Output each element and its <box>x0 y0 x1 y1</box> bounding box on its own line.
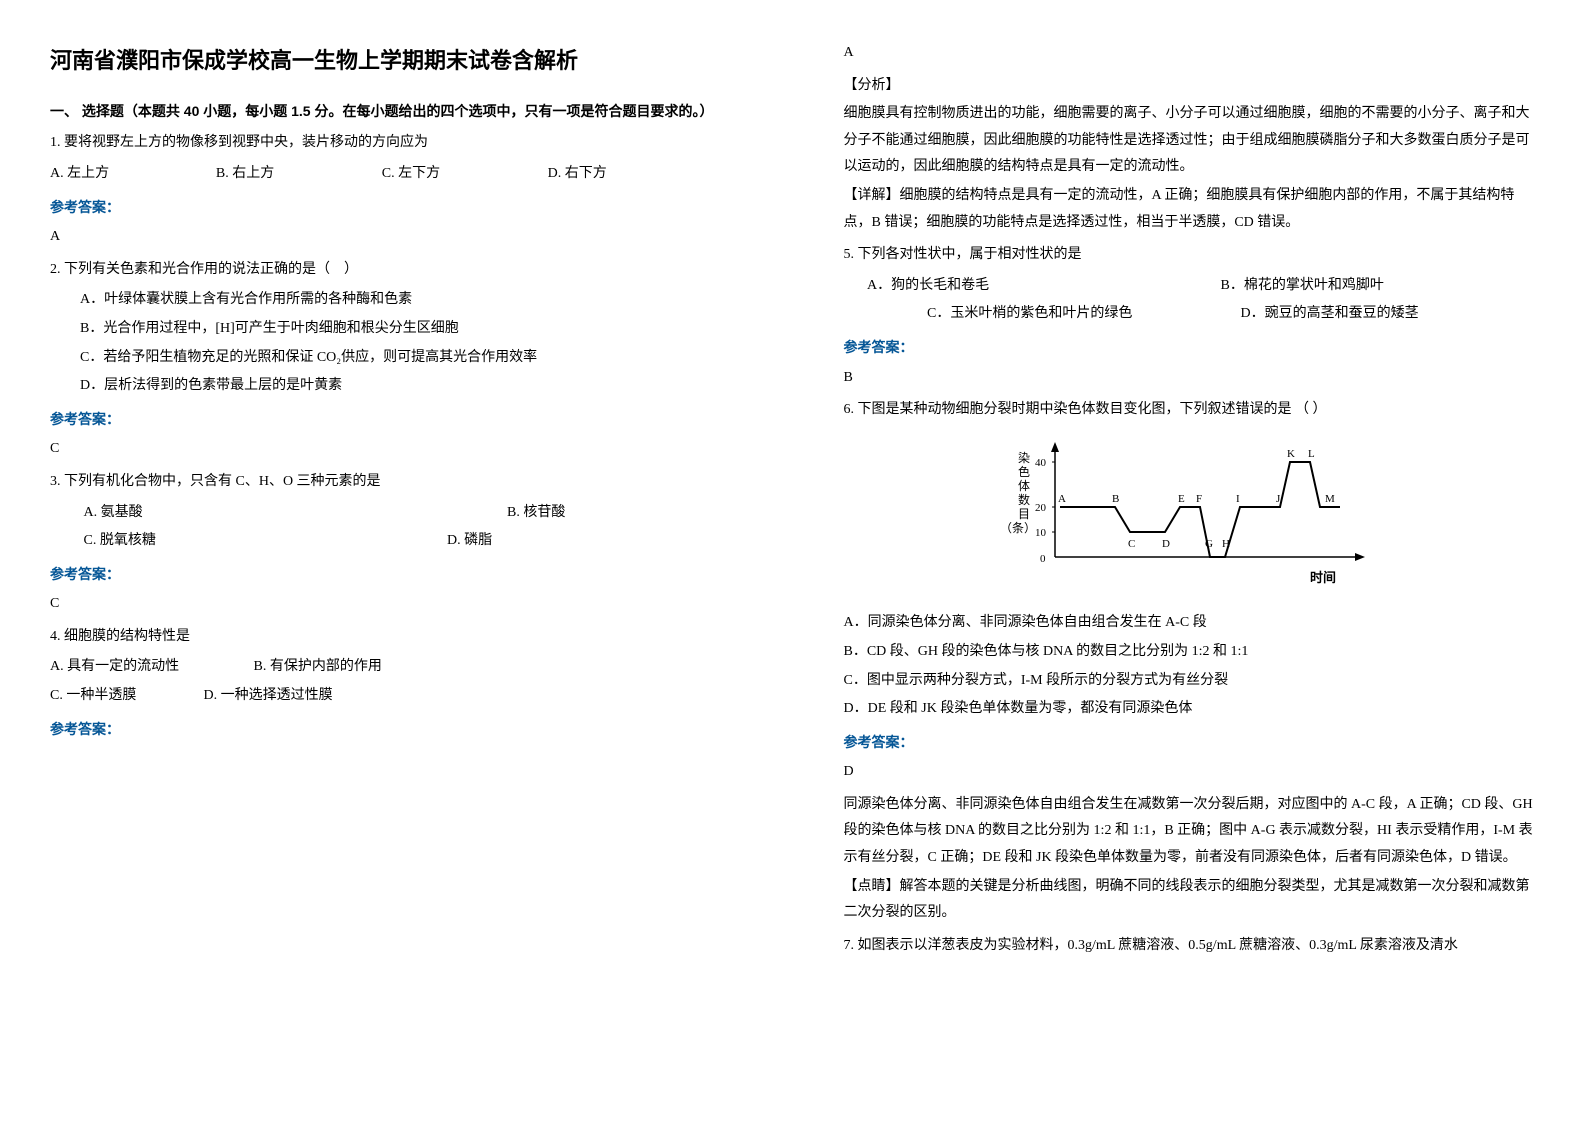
left-column: 河南省濮阳市保成学校高一生物上学期期末试卷含解析 一、 选择题（本题共 40 小… <box>0 0 794 1122</box>
chart-ylabel-6: （条） <box>1000 521 1036 535</box>
q3-optB: B. 核苷酸 <box>507 505 565 520</box>
q1-answer-label: 参考答案： <box>50 194 744 221</box>
q6-optD: D．DE 段和 JK 段染色单体数量为零，都没有同源染色体 <box>844 696 1538 723</box>
q3-optD: D. 磷脂 <box>447 533 492 548</box>
q6-point: 【点睛】解答本题的关键是分析曲线图，明确不同的线段表示的细胞分裂类型，尤其是减数… <box>844 874 1538 927</box>
q1-options: A. 左上方 B. 右上方 C. 左下方 D. 右下方 <box>50 161 744 188</box>
q4-stem: 4. 细胞膜的结构特性是 <box>50 624 744 651</box>
lbl-M: M <box>1325 493 1335 505</box>
chart-ylabel-4: 数 <box>1018 492 1030 507</box>
lbl-F: F <box>1196 493 1202 505</box>
q2-stem: 2. 下列有关色素和光合作用的说法正确的是（ ） <box>50 257 744 284</box>
q6-answer-label: 参考答案： <box>844 729 1538 756</box>
lbl-L: L <box>1308 448 1315 460</box>
q5-row2: C．玉米叶梢的紫色和叶片的绿色 D．豌豆的高茎和蚕豆的矮茎 <box>844 301 1538 328</box>
q6-optA: A．同源染色体分离、非同源染色体自由组合发生在 A-C 段 <box>844 610 1538 637</box>
chart-ylabel-2: 色 <box>1018 465 1030 479</box>
q5-optC: C．玉米叶梢的紫色和叶片的绿色 <box>927 301 1237 328</box>
q5-row1: A．狗的长毛和卷毛 B．棉花的掌状叶和鸡脚叶 <box>844 273 1538 300</box>
q1-optC: C. 左下方 <box>382 161 548 188</box>
q5-answer: B <box>844 365 1538 392</box>
q1-optA: A. 左上方 <box>50 161 216 188</box>
chart-line <box>1060 462 1340 557</box>
q7-stem: 7. 如图表示以洋葱表皮为实验材料，0.3g/mL 蔗糖溶液、0.5g/mL 蔗… <box>844 933 1538 960</box>
lbl-C: C <box>1128 538 1135 550</box>
q1-stem: 1. 要将视野左上方的物像移到视野中央，装片移动的方向应为 <box>50 130 744 157</box>
q2-optD: D．层析法得到的色素带最上层的是叶黄素 <box>80 373 744 400</box>
chart-xlabel: 时间 <box>1310 570 1336 585</box>
chromosome-chart: 染 色 体 数 目 （条） 0 10 20 40 <box>844 432 1538 603</box>
q4-analysis-text: 细胞膜具有控制物质进出的功能，细胞需要的离子、小分子可以通过细胞膜，细胞的不需要… <box>844 101 1538 181</box>
q6-answer: D <box>844 759 1538 786</box>
q3-optC: C. 脱氧核糖 <box>84 528 444 555</box>
q2-answer: C <box>50 436 744 463</box>
lbl-I: I <box>1236 493 1240 505</box>
x-axis-arrow <box>1355 553 1365 561</box>
q5-answer-label: 参考答案： <box>844 334 1538 361</box>
q4-optD: D. 一种选择透过性膜 <box>204 688 333 703</box>
q6-explanation: 同源染色体分离、非同源染色体自由组合发生在减数第一次分裂后期，对应图中的 A-C… <box>844 792 1538 872</box>
chart-ylabel-5: 目 <box>1018 507 1030 521</box>
chart-ylabel-3: 体 <box>1018 479 1030 493</box>
q4-row2: C. 一种半透膜 D. 一种选择透过性膜 <box>50 683 744 710</box>
ytick-10: 10 <box>1035 527 1047 539</box>
q2-answer-label: 参考答案： <box>50 406 744 433</box>
q3-answer-label: 参考答案： <box>50 561 744 588</box>
q4-row1: A. 具有一定的流动性 B. 有保护内部的作用 <box>50 654 744 681</box>
q4-optA: A. 具有一定的流动性 <box>50 654 250 681</box>
q5-optA: A．狗的长毛和卷毛 <box>867 273 1217 300</box>
ytick-40: 40 <box>1035 457 1047 469</box>
y-axis-arrow <box>1051 442 1059 452</box>
q4-detail: 【详解】细胞膜的结构特点是具有一定的流动性，A 正确；细胞膜具有保护细胞内部的作… <box>844 183 1538 236</box>
lbl-A: A <box>1058 493 1066 505</box>
lbl-G: G <box>1205 538 1213 550</box>
q6-point-text: 解答本题的关键是分析曲线图，明确不同的线段表示的细胞分裂类型，尤其是减数第一次分… <box>844 879 1530 921</box>
q1-answer: A <box>50 224 744 251</box>
chart-ylabel-1: 染 <box>1018 450 1030 465</box>
q4-answer: A <box>844 40 1538 67</box>
chromosome-chart-svg: 染 色 体 数 目 （条） 0 10 20 40 <box>1000 432 1380 592</box>
q4-analysis-label: 【分析】 <box>844 73 1538 100</box>
q4-detail-label: 【详解】 <box>844 188 900 203</box>
page-title: 河南省濮阳市保成学校高一生物上学期期末试卷含解析 <box>50 40 744 82</box>
ytick-20: 20 <box>1035 502 1047 514</box>
q6-optB: B．CD 段、GH 段的染色体与核 DNA 的数目之比分别为 1:2 和 1:1 <box>844 639 1538 666</box>
page-container: 河南省濮阳市保成学校高一生物上学期期末试卷含解析 一、 选择题（本题共 40 小… <box>0 0 1587 1122</box>
q6-optC: C．图中显示两种分裂方式，I-M 段所示的分裂方式为有丝分裂 <box>844 668 1538 695</box>
right-column: A 【分析】 细胞膜具有控制物质进出的功能，细胞需要的离子、小分子可以通过细胞膜… <box>794 0 1587 1122</box>
lbl-H: H <box>1222 538 1230 550</box>
q2-optB: B．光合作用过程中，[H]可产生于叶肉细胞和根尖分生区细胞 <box>80 316 744 343</box>
q5-optD: D．豌豆的高茎和蚕豆的矮茎 <box>1241 306 1419 321</box>
q3-row1: A. 氨基酸 B. 核苷酸 <box>50 500 744 527</box>
lbl-K: K <box>1287 448 1295 460</box>
ytick-0: 0 <box>1040 553 1046 565</box>
q3-answer: C <box>50 591 744 618</box>
lbl-B: B <box>1112 493 1119 505</box>
q3-stem: 3. 下列有机化合物中，只含有 C、H、O 三种元素的是 <box>50 469 744 496</box>
lbl-J: J <box>1276 493 1281 505</box>
q4-detail-text: 细胞膜的结构特点是具有一定的流动性，A 正确；细胞膜具有保护细胞内部的作用，不属… <box>844 188 1515 230</box>
q4-answer-label: 参考答案： <box>50 716 744 743</box>
q5-stem: 5. 下列各对性状中，属于相对性状的是 <box>844 242 1538 269</box>
lbl-D: D <box>1162 538 1170 550</box>
q2-optC: C．若给予阳生植物充足的光照和保证 CO₂供应，则可提高其光合作用效率 <box>80 345 744 372</box>
q3-row2: C. 脱氧核糖 D. 磷脂 <box>50 528 744 555</box>
q3-optA: A. 氨基酸 <box>84 500 504 527</box>
q4-optC: C. 一种半透膜 <box>50 683 200 710</box>
q6-stem: 6. 下图是某种动物细胞分裂时期中染色体数目变化图，下列叙述错误的是 （ ） <box>844 397 1538 424</box>
section-header: 一、 选择题（本题共 40 小题，每小题 1.5 分。在每小题给出的四个选项中，… <box>50 98 744 125</box>
q4-optB: B. 有保护内部的作用 <box>254 659 382 674</box>
q1-optD: D. 右下方 <box>548 161 714 188</box>
q2-optA: A．叶绿体囊状膜上含有光合作用所需的各种酶和色素 <box>80 287 744 314</box>
q1-optB: B. 右上方 <box>216 161 382 188</box>
q6-point-label: 【点睛】 <box>844 879 900 894</box>
lbl-E: E <box>1178 493 1185 505</box>
q5-optB: B．棉花的掌状叶和鸡脚叶 <box>1221 278 1384 293</box>
